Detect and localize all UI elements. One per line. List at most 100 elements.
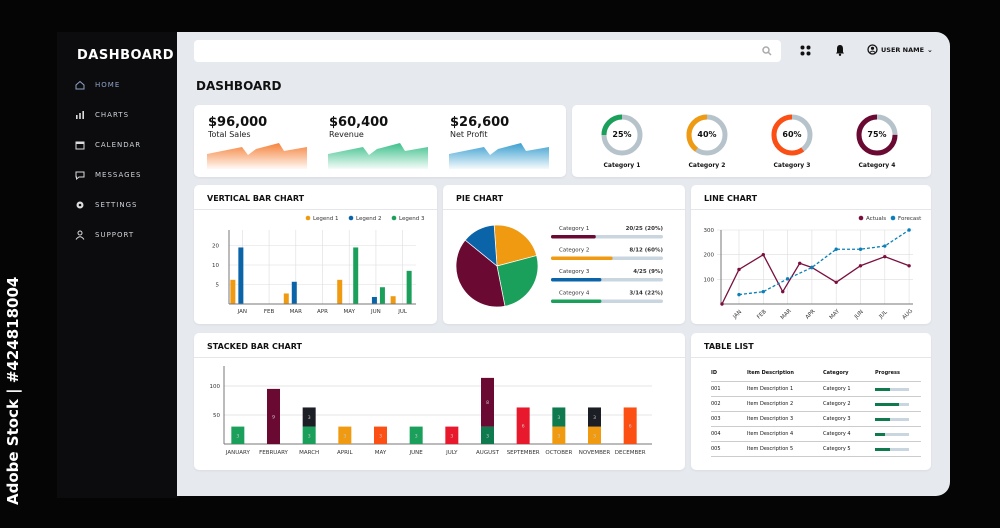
sparkline-area [328,143,428,169]
user-icon [75,230,85,240]
sidebar-item-support[interactable]: SUPPORT [75,230,134,240]
table-list-card: TABLE LIST ID Item Description Category … [691,333,931,470]
donut-1 [686,114,728,156]
donut-label: Category 2 [688,162,726,169]
table-row[interactable]: 001 Item Description 1 Category 1 [711,381,921,397]
donut-percent: 60% [782,130,802,139]
kpi-card: $96,000 Total Sales $60,400 Revenue $26,60… [194,105,566,177]
progress-fill [551,299,602,303]
data-point [858,247,863,251]
cell-description: Item Description 1 [747,381,823,397]
y-tick-label: 10 [212,263,219,269]
bell-icon[interactable] [835,44,845,56]
stacked-bar-segment [445,426,459,444]
x-tick-label: MAR [290,309,303,315]
progress-bar [875,432,909,436]
segment-label: 3 [557,433,560,439]
search-bar[interactable] [194,40,781,63]
data-point [907,264,911,268]
bar [283,293,289,304]
stacked-bar-segment [588,407,601,427]
progress-fill [551,235,596,239]
sidebar-item-calendar[interactable]: CALENDAR [75,140,141,150]
donut-percent: 40% [697,130,717,139]
home-icon [75,80,85,90]
data-point [883,244,887,248]
table-row[interactable]: 005 Item Description 5 Category 5 [711,441,921,457]
bar [238,247,244,304]
x-tick-label: JULY [445,450,458,456]
sidebar-item-charts[interactable]: CHARTS [75,110,129,120]
x-tick-label: MARCH [299,450,319,456]
vertical-bar-chart: Legend 1 Legend 2 Legend 3 5 10 20 JAN FEB MAR AP… [212,215,425,315]
progress-value: 8/12 (60%) [629,248,663,254]
segment-label: 3 [486,433,489,439]
progress-value: 4/25 (9%) [633,269,663,275]
segment-label: 3 [593,433,596,439]
segment-label: 3 [415,433,418,439]
cell-category: Category 2 [823,396,875,412]
segment-label: 3 [379,433,382,439]
legend-label: Legend 3 [399,216,425,222]
x-tick-label: DECEMBER [615,450,646,456]
bar [291,281,297,304]
stacked-bar-segment [552,407,566,427]
chevron-down-icon: ⌄ [927,45,933,54]
user-menu[interactable]: USER NAME ⌄ [867,44,933,55]
column-header: ID [711,365,747,382]
pie-slice [493,224,538,267]
stacked-bar-segment [516,407,530,444]
bar [379,287,385,304]
data-point [761,289,765,294]
sparkline-area [449,143,549,169]
sidebar-item-home[interactable]: HOME [75,80,120,90]
y-tick-label: 300 [704,228,715,234]
cell-category: Category 4 [823,426,875,442]
user-name: USER NAME [881,45,925,54]
bar [353,247,359,304]
progress-bar [875,387,909,391]
x-tick-label: MAR [780,308,793,321]
table-row[interactable]: 004 Item Description 4 Category 4 [711,426,921,442]
stacked-bar-chart-card: STACKED BAR CHART 50 100 JANUARY 3 FEBRUARY 9… [194,333,685,470]
stacked-bar-segment [409,426,423,444]
progress-bar [875,402,909,406]
cell-id: 002 [711,396,747,412]
data-point [785,277,790,281]
watermark: Adobe Stock | #424818004 [4,276,22,505]
table-row[interactable]: 003 Item Description 3 Category 3 [711,411,921,427]
donut-percent: 25% [612,130,632,139]
cell-description: Item Description 3 [747,411,823,427]
segment-label: 3 [343,433,346,439]
table-row[interactable]: 002 Item Description 2 Category 2 [711,396,921,412]
donut-2 [771,114,813,156]
card-title: TABLE LIST [704,342,754,351]
y-tick-label: 50 [213,413,220,419]
progress-label: Category 2 [559,248,589,254]
progress-bar [875,447,909,451]
sidebar-item-label: HOME [95,81,121,89]
bar [371,296,377,304]
sidebar-item-settings[interactable]: SETTINGS [75,200,137,210]
line-chart: Actuals Forecast 100 200 300 JAN FEB MAR APR MAY J… [704,215,922,321]
search-icon[interactable] [762,46,772,56]
calendar-icon [75,141,85,150]
card-title: PIE CHART [456,194,504,203]
donut-0 [601,114,643,156]
kpi-label: Total Sales [208,130,251,139]
bar [390,296,396,304]
search-input[interactable] [194,41,754,63]
apps-grid-icon[interactable] [800,45,811,56]
kpi-label: Net Profit [450,130,488,139]
series-line [721,253,910,305]
segment-label: 3 [557,415,560,421]
data-point [834,247,838,251]
x-tick-label: SEPTEMBER [507,450,540,456]
x-tick-label: AUG [901,308,914,321]
card-title: STACKED BAR CHART [207,342,302,351]
series-line [738,229,910,296]
x-tick-label: JUL [397,309,408,315]
sidebar-item-messages[interactable]: MESSAGES [75,170,141,180]
x-tick-label: MAY [343,309,355,315]
data-point [720,302,724,306]
